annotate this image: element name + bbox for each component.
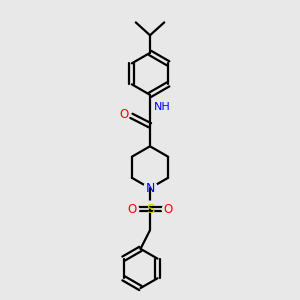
Text: O: O (163, 203, 172, 216)
Text: O: O (128, 203, 137, 216)
Text: O: O (119, 108, 129, 121)
Text: S: S (146, 203, 154, 216)
Text: NH: NH (154, 102, 170, 112)
Text: N: N (145, 182, 155, 195)
